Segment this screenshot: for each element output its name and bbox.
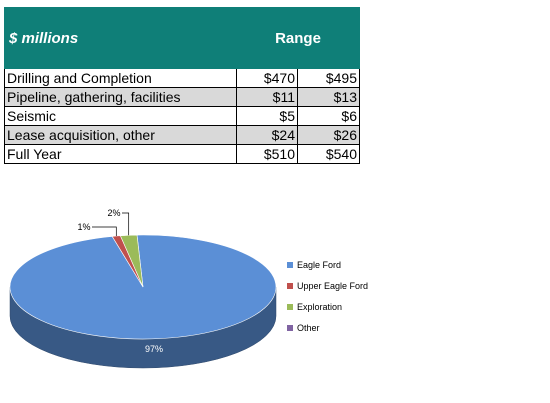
row-label: Drilling and Completion: [4, 68, 237, 88]
legend-swatch-2: [287, 304, 293, 310]
range-high: $26: [297, 125, 360, 145]
table-header-range: Range: [236, 7, 360, 69]
data-label-0: 97%: [145, 344, 163, 354]
chart-legend: Eagle Ford Upper Eagle Ford Exploration Oth…: [287, 260, 368, 333]
row-label: Lease acquisition, other: [4, 125, 237, 145]
pie-chart: 97% 1% 2% Eagle Ford Upper Eagle Ford Explora…: [9, 208, 368, 369]
table-row: Seismic $5 $6: [4, 106, 360, 126]
range-high: $540: [297, 144, 360, 164]
leader-line-1: [92, 226, 117, 237]
legend-label-1: Upper Eagle Ford: [297, 281, 368, 291]
legend-label-3: Other: [297, 323, 320, 333]
table-header-row: $ millions Range: [4, 7, 360, 69]
range-low: $470: [236, 68, 298, 88]
range-high: $13: [297, 87, 360, 107]
range-high: $6: [297, 106, 360, 126]
range-high: $495: [297, 68, 360, 88]
legend-swatch-1: [287, 283, 293, 289]
data-label-2: 2%: [107, 208, 120, 218]
table-row: Pipeline, gathering, facilities $11 $13: [4, 87, 360, 107]
row-label: Seismic: [4, 106, 237, 126]
range-low: $510: [236, 144, 298, 164]
legend-label-2: Exploration: [297, 302, 342, 312]
table-row: Drilling and Completion $470 $495: [4, 68, 360, 88]
table-row: Full Year $510 $540: [4, 144, 360, 164]
legend-swatch-0: [287, 262, 293, 268]
leader-line-2: [122, 212, 130, 236]
data-label-1: 1%: [77, 222, 90, 232]
row-label: Pipeline, gathering, facilities: [4, 87, 237, 107]
range-low: $11: [236, 87, 298, 107]
range-low: $24: [236, 125, 298, 145]
capex-range-table: $ millions Range Drilling and Completion…: [4, 7, 360, 164]
legend-label-0: Eagle Ford: [297, 260, 341, 270]
row-label: Full Year: [4, 144, 237, 164]
table-header-label: $ millions: [4, 7, 237, 69]
legend-swatch-3: [287, 325, 293, 331]
range-low: $5: [236, 106, 298, 126]
table-row: Lease acquisition, other $24 $26: [4, 125, 360, 145]
